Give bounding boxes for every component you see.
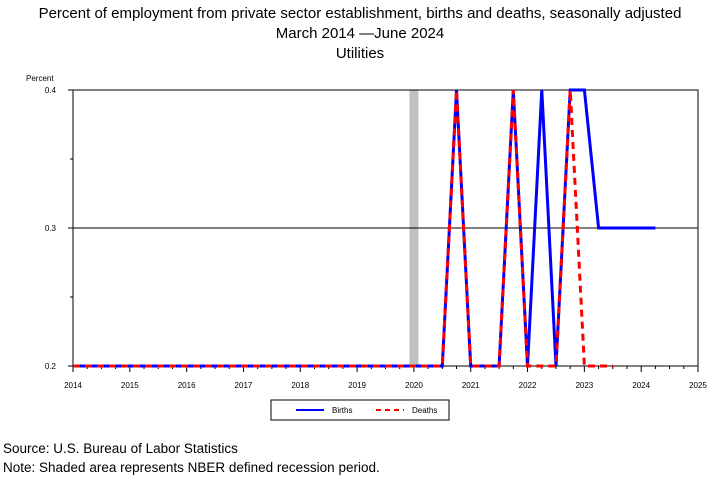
legend-box [270, 399, 450, 421]
shading-note: Note: Shaded area represents NBER define… [3, 460, 380, 475]
x-tick-label: 2018 [291, 381, 309, 390]
x-tick-label: 2019 [348, 381, 366, 390]
subtitle-dash: — [359, 25, 375, 42]
x-tick-label: 2015 [121, 381, 139, 390]
source-note: Source: U.S. Bureau of Labor Statistics [3, 441, 238, 456]
x-tick-label: 2014 [64, 381, 82, 390]
legend-label-births: Births [332, 406, 352, 415]
x-tick-label: 2024 [632, 381, 650, 390]
x-tick-label: 2020 [405, 381, 423, 390]
subtitle-start: March 2014 [275, 25, 355, 42]
x-tick-label: 2023 [575, 381, 593, 390]
chart-title: Percent of employment from private secto… [38, 5, 682, 22]
x-tick-label: 2022 [519, 381, 537, 390]
x-tick-label: 2016 [178, 381, 196, 390]
x-tick-label: 2025 [689, 381, 707, 390]
y-tick-label: 0.3 [45, 224, 57, 233]
x-tick-label: 2021 [462, 381, 480, 390]
y-tick-label: 0.4 [45, 86, 57, 95]
y-tick-label: 0.2 [45, 362, 57, 371]
series-line-deaths [73, 89, 613, 368]
y-axis-label: Percent [26, 74, 54, 83]
x-tick-label: 2017 [235, 381, 253, 390]
subtitle-end: June 2024 [374, 25, 445, 42]
legend-label-deaths: Deaths [412, 406, 437, 415]
chart-subtitle: March 2014 —June 2024 [0, 25, 720, 43]
chart-series-label: Utilities [335, 45, 385, 62]
